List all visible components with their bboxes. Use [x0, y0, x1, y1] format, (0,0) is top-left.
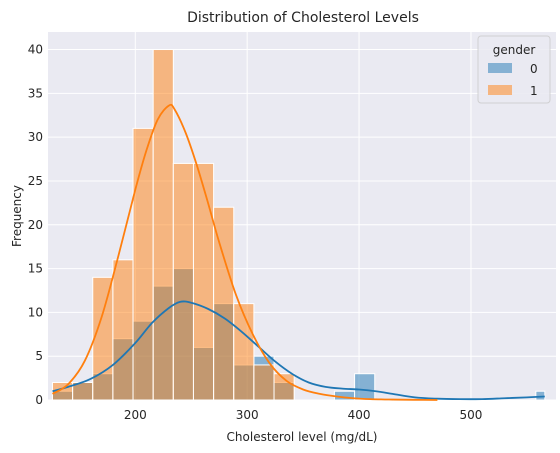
y-tick-10: 10: [28, 305, 43, 319]
legend-label-series-0: 0: [530, 62, 538, 76]
y-tick-35: 35: [28, 86, 43, 100]
bar-series-1-bin-6: [172, 162, 194, 401]
bar-series-1-bin-2: [92, 276, 114, 401]
y-axis-label: Frequency: [10, 185, 24, 247]
x-tick-200: 200: [124, 408, 147, 422]
bar-series-1-bin-5: [152, 49, 174, 401]
bar-series-1-bin-3: [112, 259, 134, 401]
legend-swatch-series-1: [488, 85, 512, 95]
bar-series-1-bin-10: [253, 364, 275, 401]
y-tick-25: 25: [28, 174, 43, 188]
bar-series-1-bin-9: [233, 303, 255, 401]
legend-swatch-series-0: [488, 63, 512, 73]
bar-series-1-bin-4: [132, 127, 154, 401]
y-tick-20: 20: [28, 218, 43, 232]
kde-curves: [52, 103, 545, 401]
x-tick-400: 400: [348, 408, 371, 422]
kde-line-series-1: [52, 103, 438, 401]
histogram-bars: [51, 49, 546, 401]
x-tick-labels: 200 300 400 500: [124, 408, 483, 422]
legend: gender 0 1: [477, 35, 551, 104]
x-tick-500: 500: [460, 408, 483, 422]
bar-series-1-bin-11: [273, 373, 295, 401]
legend-label-series-1: 1: [530, 84, 538, 98]
kde-line-series-0: [52, 300, 545, 401]
y-tick-labels: 0 5 10 15 20 25 30 35 40: [28, 43, 43, 407]
y-tick-30: 30: [28, 130, 43, 144]
bar-series-0-bin-15: [354, 373, 376, 401]
legend-title: gender: [493, 43, 536, 57]
x-axis-label: Cholesterol level (mg/dL): [227, 430, 378, 444]
y-tick-40: 40: [28, 43, 43, 57]
x-tick-300: 300: [236, 408, 259, 422]
y-tick-15: 15: [28, 262, 43, 276]
y-tick-5: 5: [35, 349, 43, 363]
bar-series-0-bin-24: [535, 390, 546, 401]
bar-series-1-bin-7: [192, 162, 215, 401]
y-tick-0: 0: [35, 393, 43, 407]
chart-title: Distribution of Cholesterol Levels: [187, 10, 419, 26]
